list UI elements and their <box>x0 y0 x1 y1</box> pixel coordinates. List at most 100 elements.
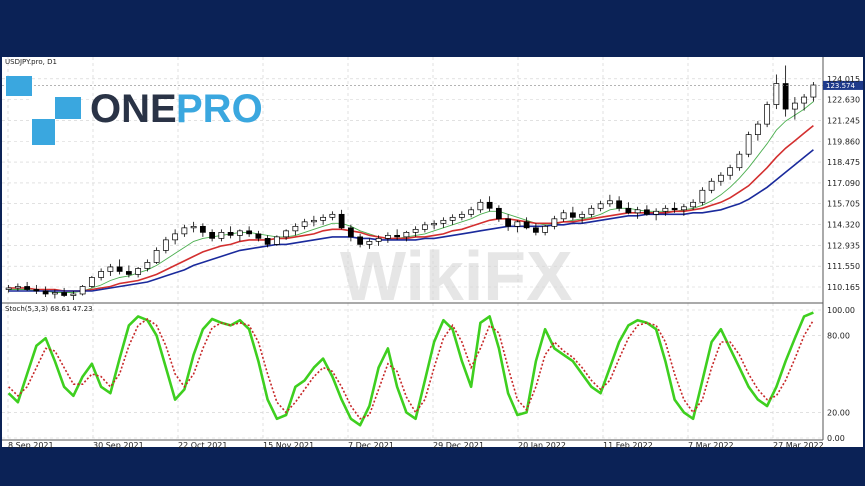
price-tick-label: 111.550 <box>827 262 860 271</box>
ma-mid-line <box>8 124 814 292</box>
candle <box>634 206 641 219</box>
candle-body <box>634 209 641 214</box>
candle <box>412 226 419 237</box>
candle <box>542 224 549 236</box>
candle <box>24 281 31 291</box>
time-tick-label: 7 Dec 2021 <box>348 441 394 450</box>
price-tick-label: 118.475 <box>827 158 860 167</box>
logo-square-bottom <box>32 119 55 145</box>
time-tick-label: 29 Dec 2021 <box>433 441 484 450</box>
candle <box>421 221 428 233</box>
candle-body <box>70 293 77 296</box>
candle <box>181 224 188 237</box>
candle-body <box>347 227 354 238</box>
time-tick-label: 20 Jan 2022 <box>518 441 566 450</box>
candlesticks <box>5 65 817 300</box>
candle <box>736 151 743 171</box>
logo-text-one: ONE <box>90 87 177 131</box>
candle <box>5 284 12 293</box>
candle-body <box>51 292 58 295</box>
candle-body <box>477 201 484 211</box>
candle <box>579 211 586 224</box>
candle <box>375 235 382 246</box>
candle <box>357 233 364 248</box>
candle-body <box>199 225 206 233</box>
logo-square-top-left <box>6 76 32 96</box>
candle <box>236 229 243 242</box>
candle <box>61 287 68 297</box>
candle-body <box>532 227 539 233</box>
onepro-logo: ONE PRO <box>6 76 263 145</box>
candle-body <box>542 225 549 233</box>
time-tick-label: 27 Mar 2022 <box>773 441 824 450</box>
candle <box>218 229 225 242</box>
candle <box>273 235 280 246</box>
candle <box>199 223 206 237</box>
candle-body <box>218 232 225 239</box>
candle <box>523 217 530 230</box>
candle-body <box>727 167 734 176</box>
candle-body <box>717 174 724 182</box>
candle-body <box>708 180 715 191</box>
candle <box>801 94 808 111</box>
candle <box>791 97 798 120</box>
candle <box>292 223 299 236</box>
candle-body <box>643 209 650 215</box>
candle-body <box>625 207 632 214</box>
candle <box>560 209 567 222</box>
moving-averages <box>8 101 814 293</box>
logo-square-right <box>55 97 81 119</box>
candle-body <box>606 200 613 205</box>
candle <box>727 164 734 180</box>
candle <box>458 211 465 221</box>
price-tick-label: 115.705 <box>827 200 860 209</box>
candle <box>449 214 456 225</box>
candle <box>690 199 697 210</box>
candle-body <box>153 250 160 263</box>
candle <box>51 289 58 299</box>
candle <box>172 229 179 245</box>
candle <box>338 209 345 230</box>
candle <box>653 208 660 221</box>
stochastic-lines <box>7 311 815 427</box>
candle <box>301 218 308 230</box>
candle <box>810 82 817 102</box>
candle <box>745 131 752 158</box>
candle-body <box>403 232 410 238</box>
candle-body <box>773 83 780 105</box>
candle <box>671 202 678 213</box>
candle-body <box>560 212 567 220</box>
candle <box>135 266 142 278</box>
candle-body <box>329 213 336 218</box>
stoch-k-line <box>7 311 814 427</box>
candle-body <box>172 233 179 241</box>
candle-body <box>301 221 308 227</box>
candle-body <box>495 207 502 220</box>
price-chart-title: USDJPY.pro, D1 <box>5 58 57 66</box>
candle-body <box>505 218 512 227</box>
candle <box>320 214 327 225</box>
candle-body <box>209 232 216 239</box>
candle-body <box>421 224 428 230</box>
candle <box>708 178 715 194</box>
candle <box>125 265 132 278</box>
candle-body <box>264 238 271 245</box>
price-tick-label: 110.165 <box>827 283 860 292</box>
candle-body <box>283 230 290 238</box>
candle <box>514 220 521 233</box>
candle-body <box>449 216 456 221</box>
candle <box>255 230 262 242</box>
candle-body <box>107 266 114 272</box>
candle-body <box>486 201 493 209</box>
candle-body <box>699 189 706 203</box>
candle <box>246 226 253 237</box>
candle-body <box>588 207 595 215</box>
candle-body <box>273 236 280 245</box>
candle <box>347 224 354 242</box>
candle <box>680 203 687 216</box>
candle-body <box>144 262 151 269</box>
candle <box>597 200 604 212</box>
candle <box>264 235 271 248</box>
candle <box>532 223 539 236</box>
candle <box>477 199 484 213</box>
